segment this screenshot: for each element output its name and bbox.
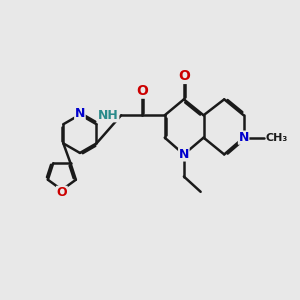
Text: N: N	[179, 148, 189, 161]
Text: NH: NH	[98, 109, 119, 122]
Text: CH₃: CH₃	[266, 133, 288, 142]
Text: N: N	[238, 131, 249, 144]
Text: O: O	[178, 69, 190, 83]
Text: N: N	[75, 107, 85, 120]
Text: O: O	[57, 186, 67, 199]
Text: O: O	[136, 84, 148, 98]
